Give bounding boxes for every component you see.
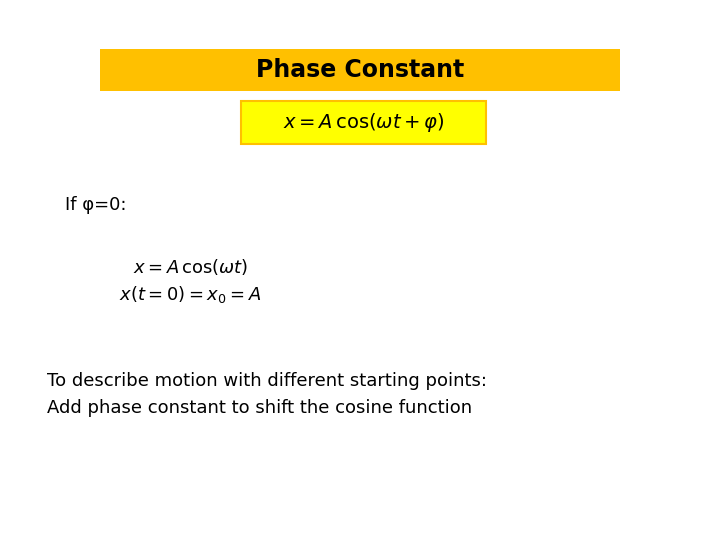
Text: $x = A\,\cos(\omega t)$: $x = A\,\cos(\omega t)$ [133, 257, 248, 278]
Text: To describe motion with different starting points:: To describe motion with different starti… [47, 372, 487, 390]
Text: Add phase constant to shift the cosine function: Add phase constant to shift the cosine f… [47, 399, 472, 417]
FancyBboxPatch shape [100, 49, 620, 91]
Text: $x = A\,\cos(\omega t + \varphi)$: $x = A\,\cos(\omega t + \varphi)$ [283, 111, 444, 134]
Text: $x(t=0) = x_0 = A$: $x(t=0) = x_0 = A$ [119, 284, 261, 305]
Text: If φ=0:: If φ=0: [65, 196, 126, 214]
FancyBboxPatch shape [241, 101, 486, 144]
Text: Phase Constant: Phase Constant [256, 58, 464, 82]
